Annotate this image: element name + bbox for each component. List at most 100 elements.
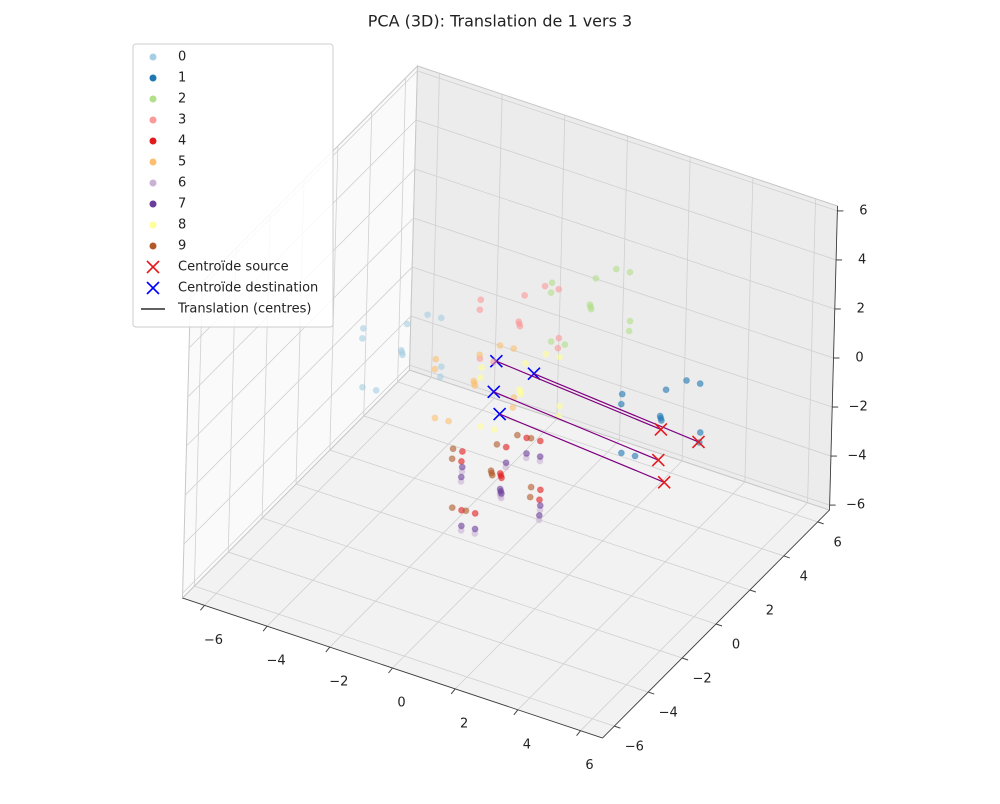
data-point xyxy=(626,268,634,276)
data-point xyxy=(626,317,634,325)
data-point xyxy=(523,449,531,457)
data-point xyxy=(437,314,445,322)
legend-label: 7 xyxy=(178,197,186,212)
legend-marker xyxy=(149,200,157,208)
data-point xyxy=(432,355,440,363)
marker-stroke xyxy=(654,422,668,437)
data-point xyxy=(527,434,535,442)
z-tick-label: −6 xyxy=(846,498,865,513)
data-point xyxy=(462,507,470,515)
y-tick xyxy=(614,725,621,729)
y-tick-label: −6 xyxy=(625,740,644,755)
translation-line xyxy=(493,391,659,461)
data-point xyxy=(458,463,466,471)
legend-label: 3 xyxy=(178,113,186,128)
legend-marker xyxy=(149,158,157,166)
data-point xyxy=(502,443,510,451)
data-point xyxy=(548,279,556,287)
x-tick xyxy=(576,730,581,736)
data-point xyxy=(457,457,465,465)
y-tick xyxy=(817,521,824,525)
plot-area xyxy=(358,265,706,537)
grid-line xyxy=(228,551,649,693)
x-tick-label: −6 xyxy=(204,633,223,648)
data-point xyxy=(498,474,506,482)
data-point xyxy=(458,447,466,455)
data-point xyxy=(516,322,524,330)
y-axis xyxy=(602,509,830,739)
y-tick xyxy=(715,623,723,627)
x-tick-label: −4 xyxy=(267,654,286,669)
data-point xyxy=(657,417,665,425)
data-point xyxy=(513,431,521,439)
grid-line xyxy=(415,119,837,261)
data-point xyxy=(471,382,479,390)
grid-line xyxy=(412,266,833,408)
translation-line xyxy=(496,360,662,430)
grid-line xyxy=(409,364,830,506)
data-point xyxy=(536,453,544,461)
x-tick-label: 0 xyxy=(397,696,405,711)
data-point xyxy=(449,445,457,453)
grid-line xyxy=(295,483,717,625)
x-tick xyxy=(325,646,331,653)
data-point xyxy=(555,334,563,342)
grid-line xyxy=(410,315,832,457)
grid-line xyxy=(363,415,784,557)
legend-marker xyxy=(149,179,157,187)
marker-stroke xyxy=(146,260,160,274)
legend-label: 5 xyxy=(178,155,186,170)
z-tick-label: 6 xyxy=(859,203,867,218)
z-tick-label: −4 xyxy=(847,449,866,464)
y-tick-label: −2 xyxy=(693,672,712,687)
marker-stroke xyxy=(146,281,160,295)
legend-label: 4 xyxy=(178,134,186,149)
panes: −6 −4 −2 0 2 4 6 −6 −4 −2 0 2 4 6 −6 −4 −2 0 2 4 6 xyxy=(181,64,868,773)
marker-stroke xyxy=(657,475,671,489)
legend-label: 1 xyxy=(178,71,186,86)
x-tick xyxy=(450,688,456,695)
legend-label: 0 xyxy=(178,50,186,65)
data-point xyxy=(477,374,485,382)
x-tick-label: 6 xyxy=(585,758,593,773)
x-tick-label: −2 xyxy=(329,675,348,690)
y-tick xyxy=(681,657,689,661)
marker-stroke xyxy=(651,453,665,467)
data-point xyxy=(424,311,432,319)
data-point xyxy=(457,522,465,530)
data-point xyxy=(359,324,367,332)
legend-marker xyxy=(149,137,157,145)
data-point xyxy=(631,452,639,460)
grid-line xyxy=(414,168,835,310)
chart-title: PCA (3D): Translation de 1 vers 3 xyxy=(368,12,632,31)
data-point xyxy=(696,380,704,388)
y-tick-label: −4 xyxy=(659,706,678,721)
data-point xyxy=(612,265,620,273)
data-point xyxy=(526,493,534,501)
data-point xyxy=(547,338,555,346)
legend-label: Translation (centres) xyxy=(177,302,311,317)
data-point xyxy=(497,490,505,498)
data-point xyxy=(372,386,380,394)
data-point xyxy=(358,334,366,342)
legend-marker xyxy=(149,74,157,82)
legend-label: 2 xyxy=(178,92,186,107)
data-point xyxy=(554,344,562,352)
z-tick-label: 4 xyxy=(858,252,866,267)
x-tick-label: 4 xyxy=(523,737,531,752)
data-point xyxy=(556,402,564,410)
data-point xyxy=(618,390,626,398)
data-point xyxy=(457,473,465,481)
legend-marker xyxy=(149,53,157,61)
grid-line xyxy=(182,364,410,594)
data-point xyxy=(399,351,406,359)
x-tick xyxy=(200,605,205,611)
legend-marker xyxy=(149,242,157,250)
z-tick-label: 0 xyxy=(855,351,863,366)
data-point xyxy=(445,417,453,425)
data-point xyxy=(502,459,510,467)
grid-line xyxy=(183,315,412,545)
x-tick xyxy=(388,667,393,674)
data-point xyxy=(541,282,549,290)
data-point xyxy=(662,386,670,394)
